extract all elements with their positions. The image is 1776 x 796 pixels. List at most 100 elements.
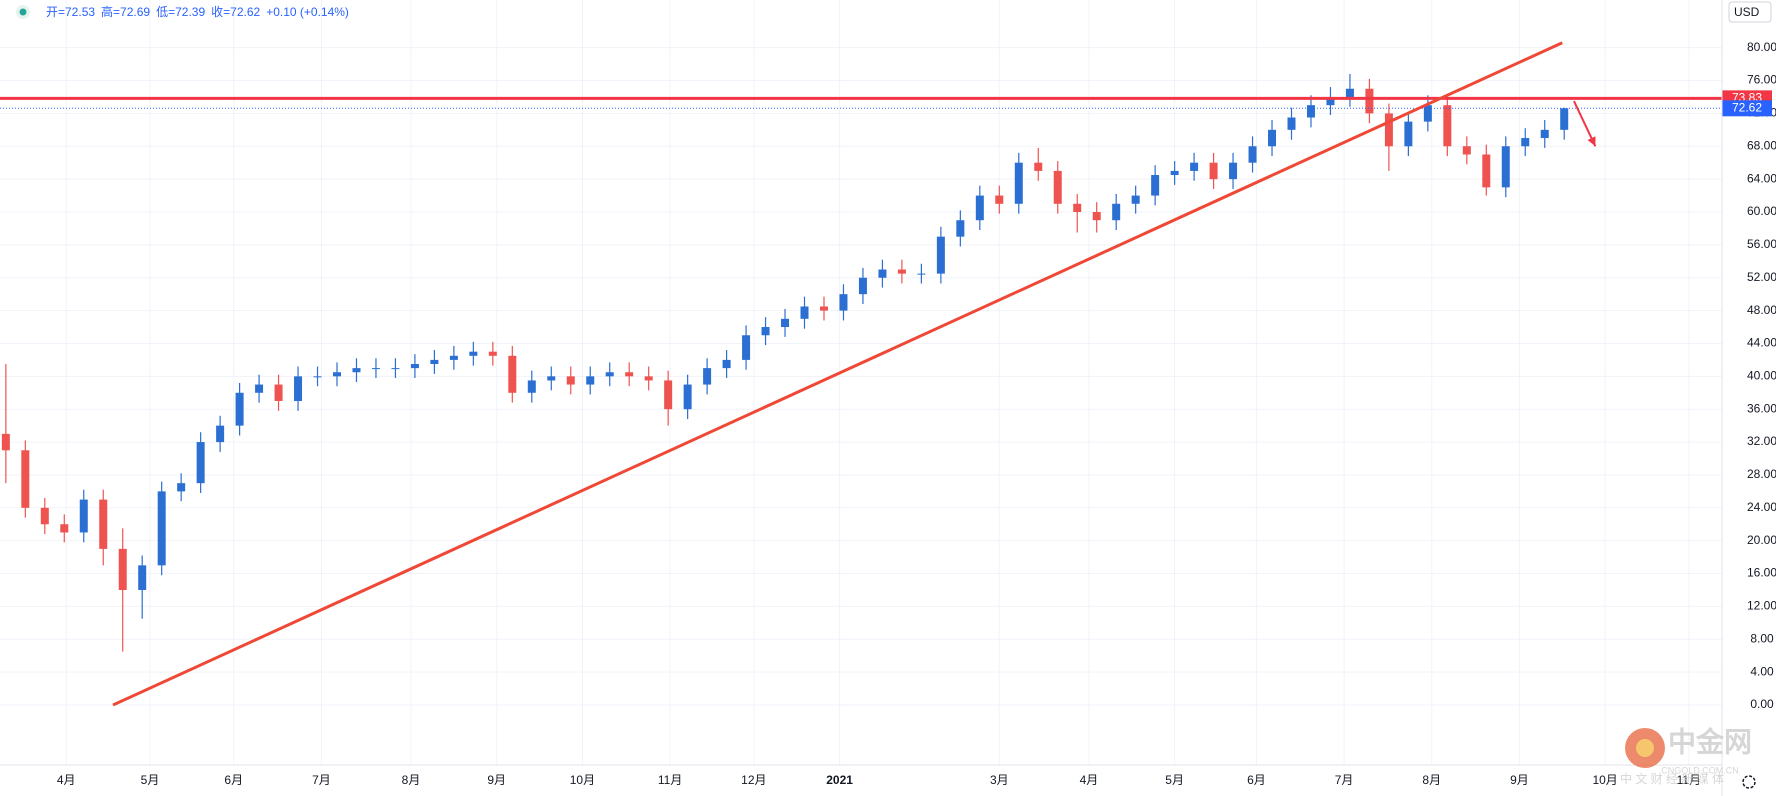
candle-body [605, 372, 614, 377]
candle-body [469, 351, 478, 356]
candle-body [527, 380, 536, 393]
watermark: 中金网 CNGOLD.COM.CN 中 文 财 经 新 媒 体 [1620, 725, 1752, 786]
x-tick-label: 5月 [1165, 773, 1184, 787]
y-tick-label: 28.00 [1747, 467, 1776, 481]
x-tick-label: 6月 [224, 773, 243, 787]
candle-body [1034, 162, 1043, 171]
x-tick-label: 12月 [741, 773, 766, 787]
candle-body [742, 335, 751, 360]
x-tick-label: 5月 [141, 773, 160, 787]
x-tick-label: 8月 [402, 773, 421, 787]
candle-body [1112, 203, 1121, 221]
y-tick-label: 8.00 [1750, 631, 1774, 645]
y-tick-label: 48.00 [1747, 303, 1776, 317]
change: +0.10 (+0.14%) [266, 5, 349, 19]
y-tick-label: 40.00 [1747, 369, 1776, 383]
settings-button[interactable] [1742, 775, 1756, 789]
candle-body [449, 355, 458, 360]
status-dot [19, 8, 27, 16]
x-tick-label: 6月 [1247, 773, 1266, 787]
candle-body [1268, 129, 1277, 147]
x-tick-label: 9月 [487, 773, 506, 787]
candle-body [430, 359, 439, 365]
y-tick-label: 32.00 [1747, 434, 1776, 448]
candle-body [1014, 162, 1023, 204]
candle-body [274, 384, 283, 401]
last-price-label-box [1722, 100, 1772, 117]
watermark-name: 中金网 [1668, 725, 1752, 757]
candle-body [586, 376, 595, 385]
candle-body [625, 372, 634, 377]
candle-body [761, 327, 770, 336]
y-tick-label: 76.00 [1747, 73, 1776, 87]
candle-body [508, 355, 517, 393]
candle-body [138, 565, 147, 590]
candle-body [644, 376, 653, 381]
candle-body [566, 376, 575, 385]
candle-body [1384, 113, 1393, 147]
candle-body [1423, 105, 1432, 122]
candle-body [936, 236, 945, 274]
watermark-logo-inner [1636, 739, 1654, 757]
candle-body [1092, 211, 1101, 221]
candle-body [1229, 162, 1238, 180]
candle-body [79, 499, 88, 533]
candle-body [40, 507, 49, 525]
candle-body [1521, 138, 1530, 147]
y-tick-label: 52.00 [1747, 270, 1776, 284]
last-price-label: 72.62 [1732, 100, 1762, 114]
candle-body [1560, 108, 1569, 130]
candle-body [410, 364, 419, 369]
candle-body [255, 384, 264, 393]
x-tick-label: 11月 [658, 773, 682, 787]
candle-body [839, 294, 848, 311]
candle-body [995, 195, 1004, 204]
y-tick-label: 20.00 [1747, 533, 1776, 547]
candle-body [21, 450, 30, 508]
candle-body [1287, 117, 1296, 130]
settings-icon[interactable] [1742, 775, 1756, 789]
y-tick-label: 36.00 [1747, 401, 1776, 415]
candle-body [1248, 146, 1257, 163]
candle-body [547, 376, 556, 381]
y-tick-label: 12.00 [1747, 599, 1776, 613]
x-tick-label: 8月 [1422, 773, 1441, 787]
ohlc-value: 收=72.62 [211, 5, 260, 19]
candle-body [118, 548, 127, 590]
candle-body [1131, 195, 1140, 204]
candle-body [488, 351, 497, 356]
y-tick-label: 64.00 [1747, 171, 1776, 185]
candle-body [99, 499, 108, 549]
candle-body [1540, 129, 1549, 139]
candle-body [177, 483, 186, 492]
candle-body [1190, 162, 1199, 171]
candle-body [235, 392, 244, 426]
currency-box[interactable] [1728, 1, 1772, 23]
ohlc-value: 低=72.39 [156, 5, 205, 19]
candle-body [157, 491, 166, 566]
marks [1, 73, 1569, 652]
candle-body [1306, 105, 1315, 118]
candle-body [975, 195, 984, 221]
candle-body [858, 277, 867, 295]
x-tick-label: 4月 [1080, 773, 1099, 787]
x-tick-label: 3月 [990, 773, 1009, 787]
currency[interactable]: USD [1734, 5, 1760, 19]
candle-body [1151, 175, 1160, 196]
candle-body [819, 306, 828, 311]
y-tick-label: 56.00 [1747, 237, 1776, 251]
candle-body [703, 368, 712, 385]
candle-body [800, 306, 809, 319]
candle-body [664, 380, 673, 410]
candle-body [60, 524, 69, 533]
candle-body [1073, 203, 1082, 212]
x-tick-label: 7月 [312, 773, 331, 787]
currency-button[interactable]: USD [1728, 1, 1772, 23]
candle-body [1462, 146, 1471, 155]
x-tick-label: 2021 [826, 773, 853, 787]
candle-body [1, 433, 10, 451]
x-tick-label: 4月 [57, 773, 76, 787]
